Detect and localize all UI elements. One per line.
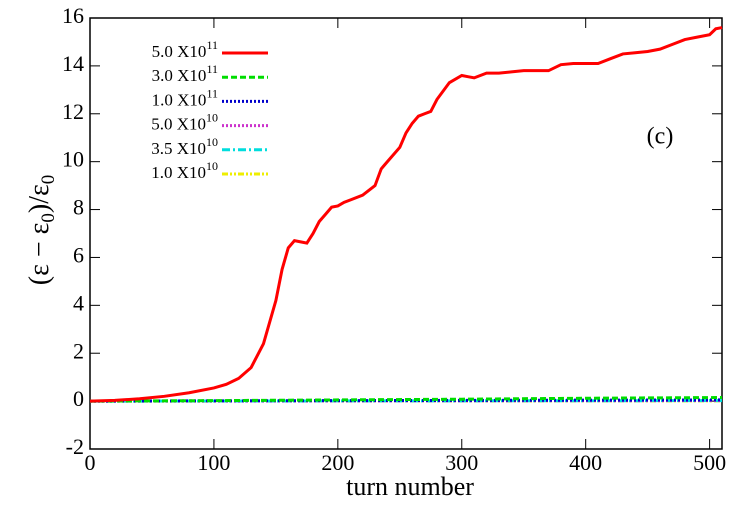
- y-axis-label: (ε − ε0)/ε0: [24, 175, 59, 286]
- legend-label: 5.0 X1011: [152, 38, 218, 61]
- legend-text: 3.0 X10: [152, 66, 207, 85]
- y-tick-label: 12: [62, 99, 84, 124]
- y-label-part: )/ε: [24, 184, 55, 213]
- x-tick-label: 500: [693, 450, 726, 475]
- legend-sup: 10: [206, 110, 218, 124]
- legend-text: 5.0 X10: [152, 42, 207, 61]
- y-tick-label: 8: [73, 195, 84, 220]
- x-tick-label: 100: [197, 450, 230, 475]
- y-tick-label: 4: [73, 290, 84, 315]
- y-tick-label: -2: [66, 434, 84, 459]
- y-tick-label: 16: [62, 3, 84, 28]
- legend-label: 3.0 X1011: [152, 62, 218, 85]
- annotation: (c): [647, 124, 674, 150]
- legend-sup: 11: [206, 38, 218, 52]
- y-tick-label: 2: [73, 338, 84, 363]
- legend-text: 3.5 X10: [151, 139, 206, 158]
- legend-label: 3.5 X1010: [151, 135, 218, 158]
- legend-sup: 11: [206, 62, 218, 76]
- y-tick-label: 14: [62, 51, 84, 76]
- plot-frame: [89, 17, 723, 450]
- legend-label: 1.0 X1010: [151, 159, 218, 182]
- legend-text: 5.0 X10: [151, 115, 206, 134]
- y-tick-label: 0: [73, 386, 84, 411]
- y-label-part: (ε − ε: [24, 223, 55, 286]
- x-tick-label: 0: [85, 450, 96, 475]
- legend-text: 1.0 X10: [152, 90, 207, 109]
- y-label-subscript: 0: [38, 175, 59, 185]
- legend-label: 5.0 X1010: [151, 110, 218, 133]
- legend-label: 1.0 X1011: [152, 86, 218, 109]
- y-tick-label: 6: [73, 242, 84, 267]
- legend-text: 1.0 X10: [151, 163, 206, 182]
- x-axis-label: turn number: [346, 472, 474, 501]
- series-line: [89, 396, 723, 403]
- y-tick-label: 10: [62, 147, 84, 172]
- legend-sup: 10: [206, 135, 218, 149]
- y-label-subscript: 0: [38, 213, 59, 223]
- legend-sup: 11: [206, 86, 218, 100]
- legend-sup: 10: [206, 159, 218, 173]
- x-tick-label: 300: [445, 450, 478, 475]
- series-line: [89, 26, 723, 403]
- x-tick-label: 400: [569, 450, 602, 475]
- x-tick-label: 200: [321, 450, 354, 475]
